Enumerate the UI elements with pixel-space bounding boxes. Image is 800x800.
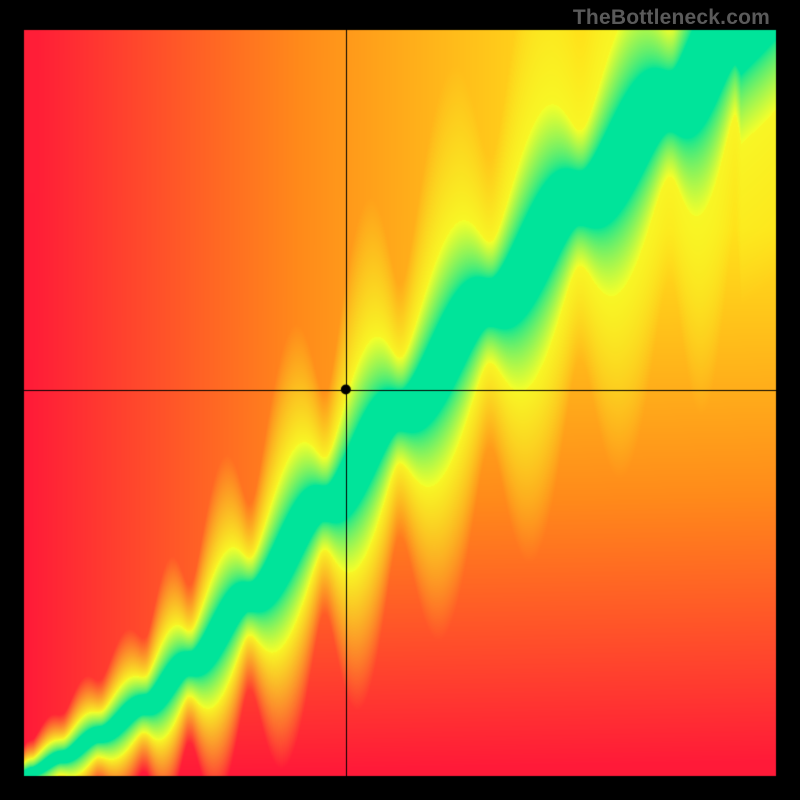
watermark-text: TheBottleneck.com [573, 6, 770, 30]
chart-container: TheBottleneck.com [0, 0, 800, 800]
heatmap-canvas [0, 0, 800, 800]
